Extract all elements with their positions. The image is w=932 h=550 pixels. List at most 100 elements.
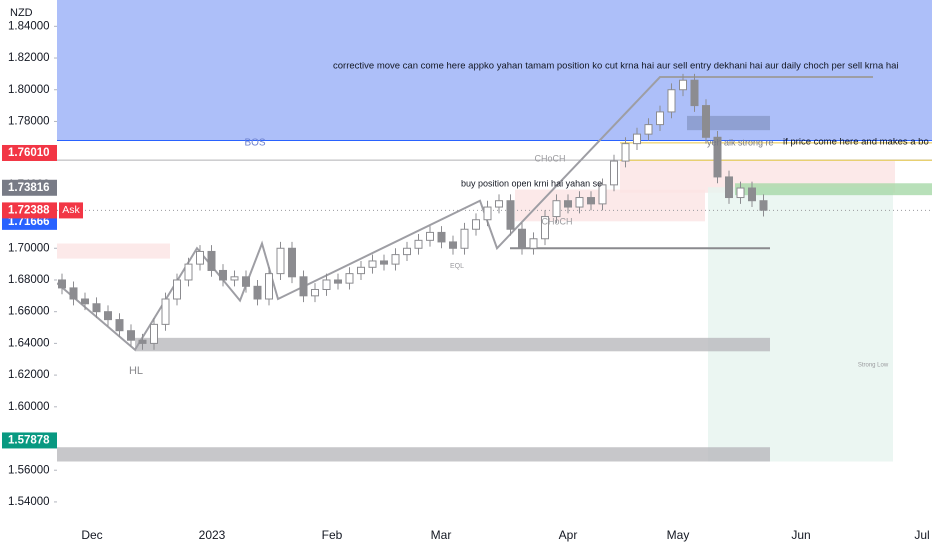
x-tick-label: Feb: [322, 528, 343, 542]
candle-body: [207, 250, 216, 271]
x-tick-label: Mar: [431, 528, 452, 542]
candle-body: [598, 184, 607, 205]
y-tick-label: 1.70000: [8, 242, 50, 254]
candle-body: [219, 269, 227, 281]
y-tick-label: 1.80000: [8, 84, 50, 96]
zone: [57, 0, 932, 141]
y-tick-label: 1.56000: [8, 464, 50, 476]
annotation: if price come here and makes a bo: [783, 137, 929, 148]
candle-body: [621, 143, 630, 162]
candle-body: [725, 176, 733, 199]
candle-body: [391, 254, 400, 265]
x-tick-label: Apr: [559, 528, 578, 542]
price-tag-label: 1.57878: [8, 434, 50, 446]
annotation: Strong Low: [858, 363, 889, 369]
candle-body: [184, 263, 193, 281]
ask-label: Ask: [62, 204, 80, 216]
y-tick-label: 1.62000: [8, 369, 50, 381]
candle-body: [736, 187, 745, 199]
zone: [735, 183, 932, 196]
candle-body: [230, 276, 239, 281]
candle-body: [437, 231, 446, 243]
annotation: EQL: [450, 263, 464, 270]
candle-body: [518, 228, 526, 249]
zone: [57, 243, 170, 259]
candle-body: [104, 311, 112, 321]
candle-body: [759, 200, 768, 211]
candle-body: [58, 279, 66, 289]
candle-body: [357, 266, 365, 275]
candle-body: [748, 187, 756, 202]
candle-body: [541, 216, 549, 240]
price-axis: [0, 0, 57, 550]
price-tag: [2, 202, 57, 219]
candle-body: [667, 89, 676, 113]
candle-body: [173, 279, 181, 300]
candle-body: [575, 197, 584, 208]
zone: [135, 337, 770, 352]
x-tick-label: May: [667, 528, 690, 542]
y-tick-label: 1.82000: [8, 52, 50, 64]
candle-body: [368, 260, 377, 268]
y-tick-label: 1.66000: [8, 306, 50, 318]
price-tag-label: 1.72388: [8, 204, 50, 216]
candle-body: [610, 160, 618, 186]
candle-body: [92, 303, 101, 313]
y-tick-label: 1.68000: [8, 274, 50, 286]
price-tag: [2, 432, 57, 449]
candle-body: [322, 279, 331, 290]
candle-body: [690, 79, 699, 107]
candle-body: [299, 276, 308, 297]
annotation: buy position open krni hai yahan se: [461, 178, 602, 188]
price-tag-label: 1.71666: [8, 216, 50, 228]
annotation: HL: [129, 365, 143, 377]
price-tag: [2, 179, 57, 196]
candle-body: [380, 260, 388, 265]
y-tick-label: 1.84000: [8, 20, 50, 32]
candle-body: [483, 206, 492, 221]
candle-body: [702, 105, 710, 138]
candle-body: [161, 298, 170, 325]
candle-body: [115, 319, 124, 332]
zone: [708, 187, 893, 462]
y-tick-label: 1.64000: [8, 337, 50, 349]
annotation: CHoCH: [534, 153, 565, 163]
y-tick-label: 1.54000: [8, 496, 50, 508]
candle-body: [196, 250, 204, 265]
annotation: BOS: [244, 138, 265, 149]
candle-body: [345, 273, 354, 284]
annotation: CHoCH: [541, 216, 572, 226]
candle-body: [253, 285, 262, 300]
candle-body: [552, 200, 561, 218]
candle-body: [656, 111, 664, 126]
candle-body: [81, 298, 89, 305]
x-tick-label: Jun: [791, 528, 810, 542]
candle-body: [495, 200, 503, 208]
ask-tag: [59, 202, 83, 219]
zone: [57, 447, 770, 462]
candle-body: [506, 200, 515, 230]
candle-body: [633, 133, 641, 145]
candle-body: [288, 247, 296, 278]
candle-body: [564, 200, 572, 208]
zone: [687, 115, 770, 131]
candle-body: [69, 287, 78, 300]
x-tick-label: Dec: [81, 528, 102, 542]
price-tag: [2, 144, 57, 161]
candle-body: [414, 239, 423, 249]
x-tick-label: 2023: [199, 528, 226, 542]
candle-body: [529, 238, 538, 249]
candle-body: [265, 273, 273, 300]
candle-body: [311, 288, 319, 297]
price-tag-label: 1.76010: [8, 147, 50, 159]
annotation: yeh aik strong re: [707, 137, 774, 147]
candle-body: [472, 219, 480, 230]
candle-body: [460, 228, 469, 249]
candle-body: [334, 279, 342, 284]
candle-body: [150, 323, 158, 344]
candle-body: [449, 241, 457, 249]
annotation: corrective move can come here appko yaha…: [333, 61, 899, 72]
y-tick-label: 1.60000: [8, 401, 50, 413]
price-tag-label: 1.73816: [8, 182, 50, 194]
